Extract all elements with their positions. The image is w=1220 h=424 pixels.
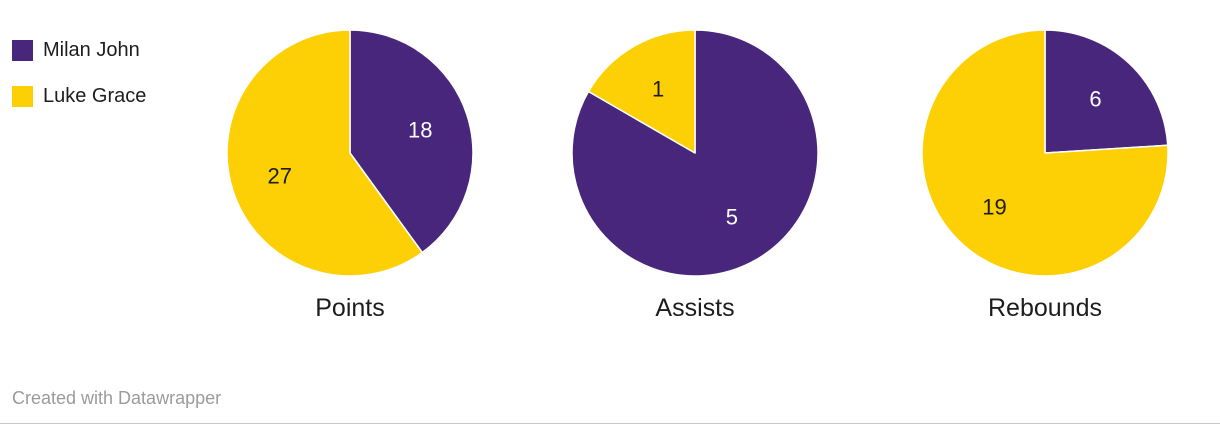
chart-title-points: Points (315, 294, 385, 322)
chart-title-assists: Assists (655, 294, 735, 322)
slice-value-label: 5 (726, 204, 738, 229)
slice-value-label: 6 (1089, 87, 1101, 112)
slice-value-label: 18 (408, 118, 432, 143)
chart-title-rebounds: Rebounds (988, 294, 1102, 322)
pie-slice-luke-grace (921, 29, 1169, 277)
legend-label-milan-john: Milan John (43, 39, 140, 61)
legend: Milan John Luke Grace (12, 40, 146, 132)
pie-slice-luke-grace (226, 29, 424, 277)
assists-pie: 51 (571, 29, 819, 277)
credit-line: Created with Datawrapper (12, 388, 222, 408)
pie-slice-milan-john (1044, 29, 1169, 154)
pie-chart-points: 18 27 Points (225, 28, 475, 323)
rebounds-pie: 6 19 (921, 29, 1169, 277)
legend-swatch-milan-john (12, 40, 33, 61)
legend-label-luke-grace: Luke Grace (43, 85, 147, 107)
slice-value-label: 1 (652, 77, 664, 102)
legend-swatch-luke-grace (12, 86, 33, 107)
pie-slice-luke-grace (587, 29, 696, 154)
legend-item-luke-grace: Luke Grace (12, 86, 146, 107)
legend-item-milan-john: Milan John (12, 40, 146, 61)
pie-slice-milan-john (349, 29, 474, 254)
slice-value-label: 27 (268, 163, 292, 188)
slice-value-label: 19 (982, 194, 1006, 219)
pie-chart-rebounds: 6 19 Rebounds (920, 28, 1170, 323)
